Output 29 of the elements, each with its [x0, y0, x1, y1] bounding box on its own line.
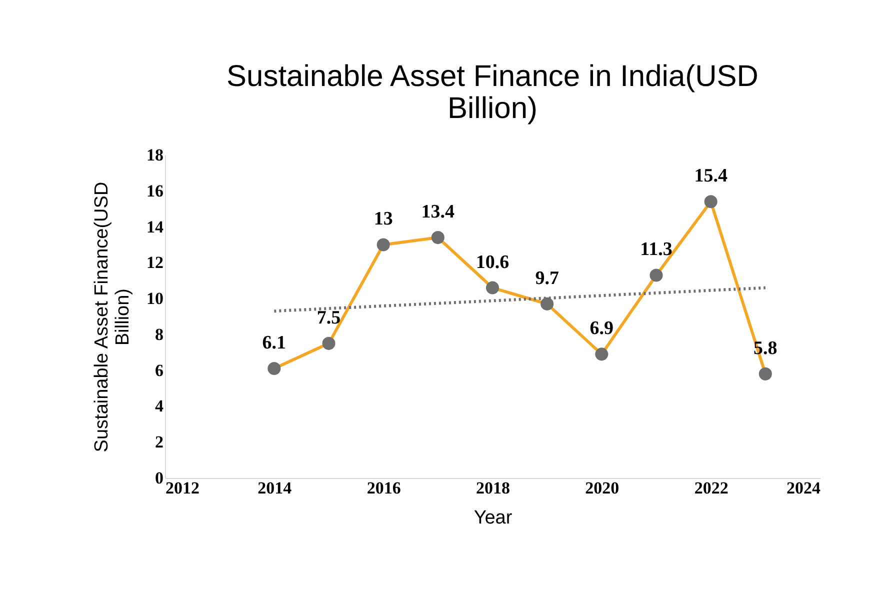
data-label: 13.4	[421, 202, 456, 223]
y-tick-label: 8	[155, 324, 164, 344]
y-tick-label: 6	[155, 360, 164, 380]
data-label: 6.1	[262, 332, 286, 354]
data-label: 15.4	[694, 166, 728, 187]
y-tick-label: 0	[155, 468, 164, 488]
data-label: 6.9	[590, 318, 614, 340]
data-label: 11.3	[640, 239, 672, 260]
x-axis-title: Year	[474, 508, 513, 528]
x-tick-label: 2018	[476, 478, 510, 498]
x-tick-label: 2014	[258, 478, 292, 498]
chart-title: Sustainable Asset Finance in India(USD Billion)	[226, 60, 758, 125]
y-tick-label: 4	[155, 396, 164, 416]
y-tick-label: 18	[146, 146, 164, 164]
x-tick-label: 2012	[166, 478, 200, 498]
data-label: 13	[374, 208, 393, 230]
y-tick-label: 14	[146, 217, 164, 236]
y-tick-label: 10	[146, 289, 164, 308]
data-label: 7.5	[316, 307, 341, 328]
y-tick-label: 12	[146, 253, 164, 272]
y-axis-title: Sustainable Asset Finance(USD Billion)	[92, 182, 134, 452]
y-tick-label: 16	[146, 181, 164, 200]
data-label: 9.7	[535, 268, 560, 289]
x-tick-label: 2016	[366, 478, 401, 498]
y-tick-label: 2	[155, 432, 164, 452]
data-label: 10.6	[476, 252, 510, 273]
x-tick-label: 2024	[786, 478, 821, 498]
x-tick-label: 2020	[585, 478, 620, 498]
x-tick-label: 2022	[694, 478, 728, 498]
